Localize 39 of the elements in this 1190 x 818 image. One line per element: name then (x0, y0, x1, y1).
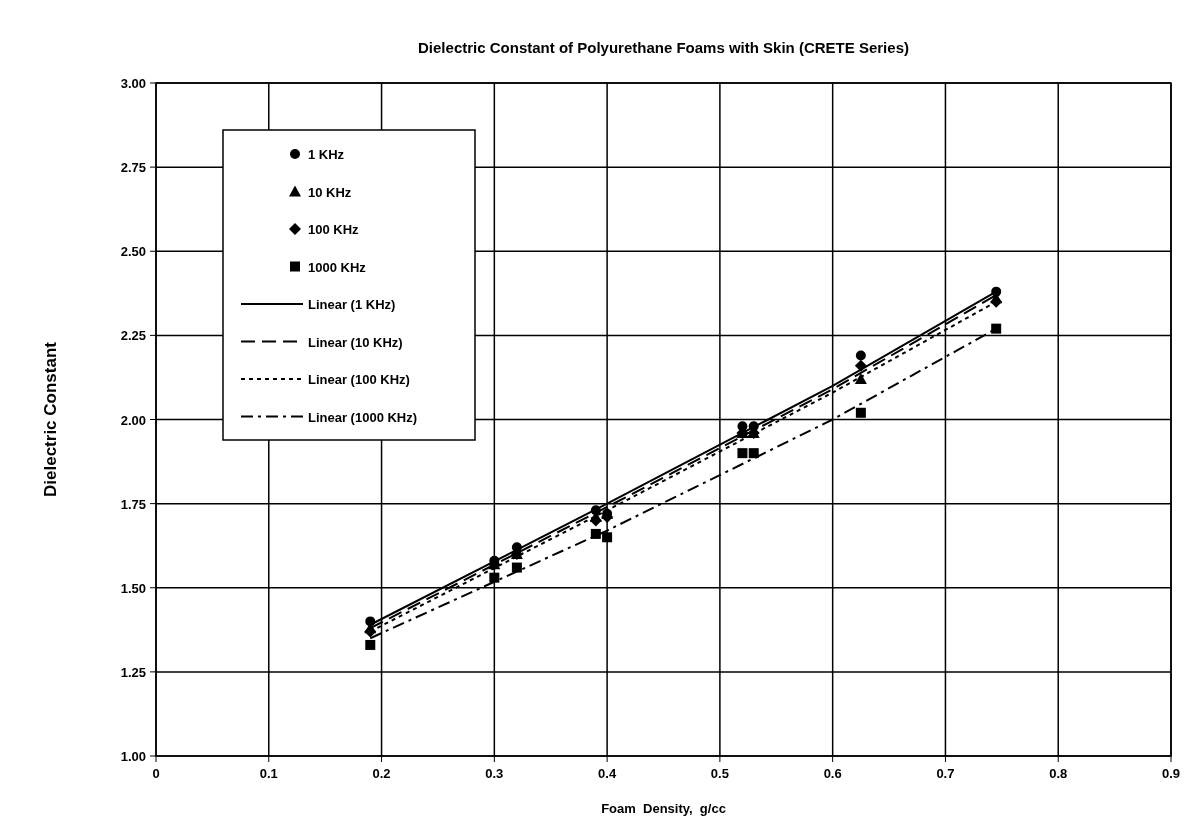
x-tick-label: 0.7 (936, 766, 955, 781)
x-tick-label: 0 (152, 766, 160, 781)
y-tick-label: 1.00 (120, 749, 146, 764)
legend-label: Linear (10 KHz) (308, 334, 403, 350)
point (748, 448, 759, 459)
x-tick-label: 0.1 (259, 766, 278, 781)
point (365, 639, 376, 650)
y-tick-label: 1.75 (120, 496, 146, 512)
x-tick-label: 0.8 (1049, 766, 1068, 781)
y-tick-label: 2.75 (120, 160, 146, 176)
y-tick-label: 3.00 (120, 76, 146, 91)
y-axis-title: Dielectric Constant (41, 341, 60, 497)
x-tick-label: 0.4 (598, 766, 617, 781)
legend-label: Linear (100 KHz) (308, 372, 410, 387)
point (489, 572, 500, 583)
y-tick-label: 2.25 (120, 328, 146, 344)
legend-label: Linear (1 KHz) (308, 297, 396, 312)
legend-label: 1000 KHz (308, 259, 367, 275)
x-tick-label: 0.2 (372, 766, 391, 781)
y-tick-label: 2.50 (120, 244, 146, 260)
y-tick-label: 1.50 (120, 580, 146, 596)
point (855, 407, 866, 418)
x-tick-label: 0.3 (485, 766, 504, 781)
point (991, 323, 1002, 334)
point (602, 532, 613, 543)
chart-title: Dielectric Constant of Polyurethane Foams with Skin (CRETE Series) (418, 39, 909, 56)
legend-label: 100 KHz (308, 222, 360, 237)
legend-label: 1 KHz (308, 147, 345, 162)
legend-label: Linear (1000 KHz) (308, 409, 418, 425)
x-tick-label: 0.6 (823, 766, 842, 781)
point (737, 448, 748, 459)
legend-label: 10 KHz (308, 184, 352, 200)
x-tick-label: 0.5 (710, 766, 729, 781)
y-tick-label: 1.25 (120, 664, 146, 680)
x-tick-label: 0.9 (1161, 766, 1181, 781)
point (855, 350, 866, 361)
x-axis-title: Foam Density, g/cc (601, 801, 726, 816)
y-tick-label: 2.00 (120, 412, 146, 428)
point (511, 562, 522, 573)
